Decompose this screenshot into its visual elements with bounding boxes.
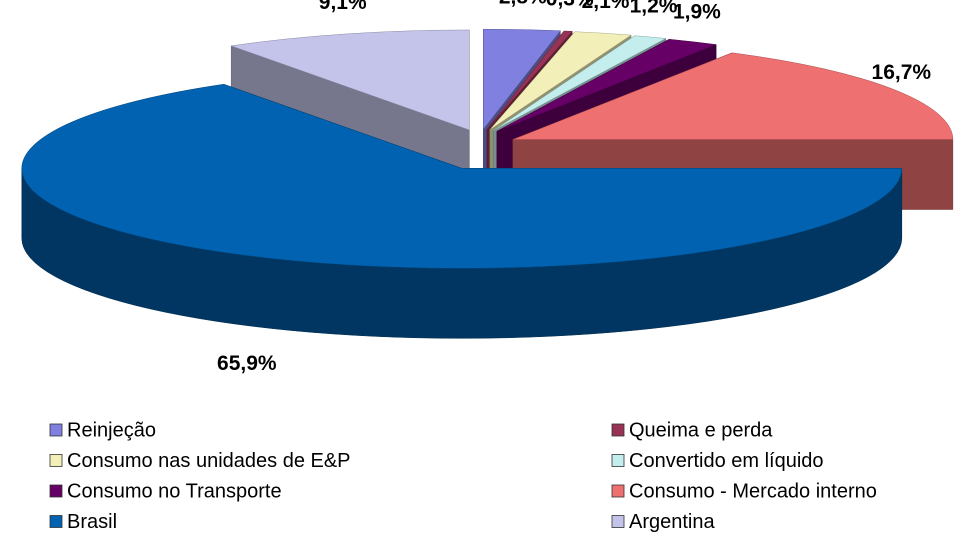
- slice-top: [512, 52, 954, 140]
- legend-label: Queima e perda: [629, 419, 773, 441]
- legend-label: Reinjeção: [67, 419, 156, 441]
- legend-label: Brasil: [67, 511, 117, 533]
- value-label: 2,1%: [582, 0, 630, 13]
- legend-label: Consumo no Transporte: [67, 480, 282, 502]
- slice-top: [489, 31, 632, 131]
- slice-top: [486, 30, 573, 130]
- slice-top: [483, 28, 561, 130]
- slice-top: [496, 39, 718, 132]
- legend-swatch: [611, 423, 625, 437]
- legend-swatch: [49, 423, 63, 437]
- legend-swatch: [611, 515, 625, 528]
- slice: [21, 83, 903, 339]
- slice-top: [231, 29, 470, 131]
- legend-label: Argentina: [629, 511, 715, 533]
- legend-label: Convertido em líquido: [629, 450, 824, 472]
- legend-swatch: [49, 515, 63, 528]
- legend-swatch: [49, 454, 63, 467]
- value-label: 1,9%: [673, 1, 721, 24]
- legend-swatch: [49, 484, 63, 498]
- legend-label: Consumo nas unidades de E&P: [67, 450, 351, 472]
- value-label: 16,7%: [872, 61, 932, 84]
- value-label: 65,9%: [217, 352, 277, 375]
- value-label: 9,1%: [319, 0, 367, 14]
- slice-top: [21, 83, 903, 269]
- slice-top: [493, 35, 667, 131]
- value-label: 1,2%: [630, 0, 678, 18]
- legend-swatch: [611, 484, 625, 498]
- legend-label: Consumo - Mercado interno: [629, 480, 877, 502]
- value-label: 0,3%: [546, 0, 594, 10]
- legend-swatch: [611, 454, 625, 467]
- value-label: 2,8%: [499, 0, 547, 8]
